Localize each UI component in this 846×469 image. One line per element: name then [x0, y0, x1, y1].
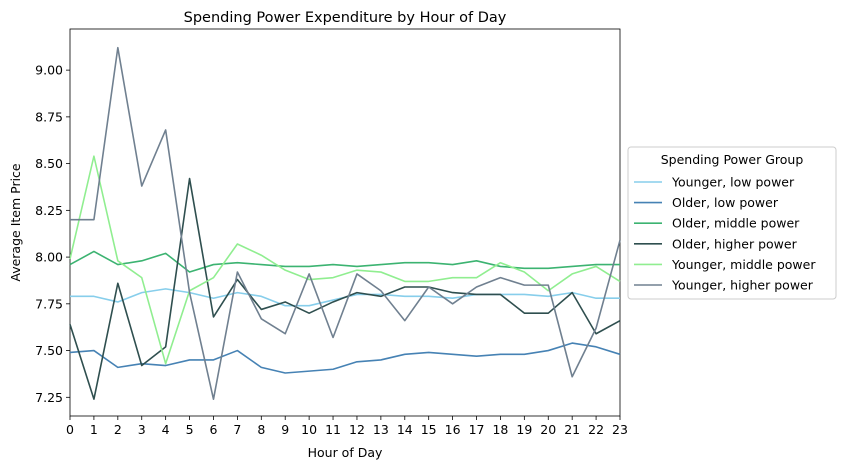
legend-label: Older, middle power: [672, 216, 800, 231]
plot-frame: [69, 28, 621, 417]
x-tick-label: 21: [564, 422, 580, 437]
x-tick-label: 12: [349, 422, 365, 437]
x-tick-label: 22: [588, 422, 604, 437]
x-tick-label: 11: [325, 422, 341, 437]
y-tick-label: 8.25: [35, 203, 63, 218]
legend-title: Spending Power Group: [661, 152, 804, 167]
x-tick-label: 18: [492, 422, 508, 437]
x-tick-label: 19: [516, 422, 532, 437]
x-tick-label: 0: [66, 422, 74, 437]
y-tick-label: 8.50: [35, 156, 63, 171]
y-tick-label: 7.75: [35, 296, 63, 311]
x-tick-label: 10: [301, 422, 317, 437]
x-tick-label: 4: [162, 422, 170, 437]
x-tick-label: 9: [281, 422, 289, 437]
y-tick-label: 8.00: [35, 250, 63, 265]
legend-box: [627, 146, 837, 300]
x-tick-label: 3: [138, 422, 146, 437]
legend-label: Younger, low power: [671, 175, 795, 190]
series-line-6: [70, 46, 621, 400]
series-line-3: [69, 250, 620, 273]
plot-area: [69, 28, 621, 417]
x-tick-label: 14: [397, 422, 413, 437]
y-tick-label: 7.25: [35, 390, 63, 405]
legend-label: Older, higher power: [672, 236, 798, 251]
chart-title: Spending Power Expenditure by Hour of Da…: [184, 10, 507, 26]
x-tick-label: 6: [210, 422, 218, 437]
y-tick-label: 7.50: [35, 343, 63, 358]
legend-label: Younger, higher power: [671, 278, 814, 293]
y-axis-label: Average Item Price: [8, 163, 23, 282]
x-tick-label: 20: [540, 422, 556, 437]
y-axis: 7.25 7.50 7.75 8.00 8.25 8.50 8.75 9.00: [35, 63, 70, 405]
x-tick-label: 23: [612, 422, 628, 437]
y-tick-label: 9.00: [35, 63, 63, 78]
x-tick-label: 7: [233, 422, 241, 437]
y-tick-label: 8.75: [35, 109, 63, 124]
x-tick-label: 1: [90, 422, 98, 437]
x-tick-label: 13: [373, 422, 389, 437]
x-tick-label: 15: [421, 422, 437, 437]
series-layer: [69, 46, 621, 400]
x-tick-label: 5: [186, 422, 194, 437]
legend-items: Younger, low power Older, low power Older,…: [634, 175, 816, 293]
x-axis: 0 1 2 3 4 5 6 7 8 9 10 11 12 13 14 15 16 17 18 19 20 21 22 23: [66, 416, 628, 437]
x-tick-label: 2: [114, 422, 122, 437]
x-tick-label: 16: [445, 422, 461, 437]
x-axis-label: Hour of Day: [308, 445, 383, 460]
legend-label: Younger, middle power: [671, 257, 816, 272]
x-tick-label: 17: [469, 422, 485, 437]
series-line-2: [69, 342, 621, 374]
legend-label: Older, low power: [672, 195, 779, 210]
series-line-5: [69, 155, 621, 365]
legend: Spending Power Group Younger, low power O…: [627, 146, 837, 300]
x-tick-label: 8: [257, 422, 265, 437]
